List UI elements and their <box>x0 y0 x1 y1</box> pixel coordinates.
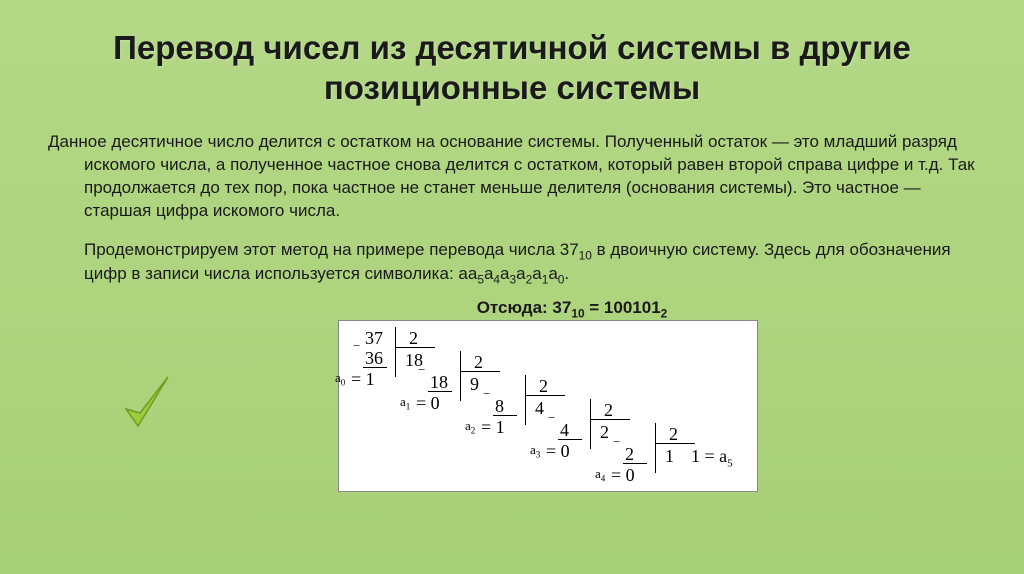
result-pre: Отсюда: 37 <box>477 298 572 317</box>
result-mid: = 100101 <box>585 298 661 317</box>
p2-sub: 10 <box>579 248 592 262</box>
checkmark-icon <box>118 371 178 441</box>
paragraph-2: Продемонстрируем этот метод на примере п… <box>48 239 976 288</box>
diagram-area: 37−36a0= 1218−18a1= 029−8a2= 124−4a3= 02… <box>48 326 976 506</box>
result-line: Отсюда: 3710 = 1001012 <box>48 298 976 320</box>
symbol-sequence: a5a4a3a2a1a0 <box>468 264 565 283</box>
long-division-diagram: 37−36a0= 1218−18a1= 029−8a2= 124−4a3= 02… <box>338 320 758 492</box>
p2-pre: Продемонстрируем этот метод на примере п… <box>84 240 579 259</box>
result-sub2: 2 <box>661 306 668 320</box>
slide-title: Перевод чисел из десятичной системы в др… <box>48 28 976 107</box>
paragraph-1: Данное десятичное число делится с остатк… <box>48 131 976 223</box>
result-sub1: 10 <box>571 306 584 320</box>
